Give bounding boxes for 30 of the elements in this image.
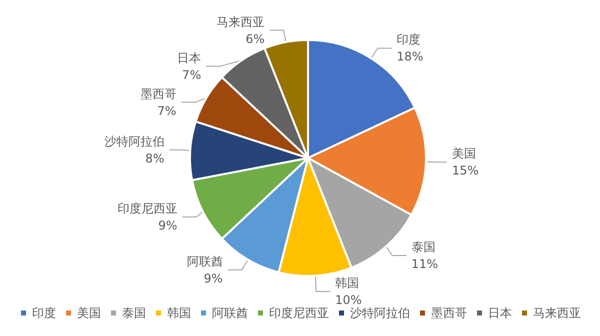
legend-label: 泰国	[122, 306, 146, 320]
data-label: 10%	[335, 293, 362, 308]
slice-label: 印度尼西亚	[117, 202, 178, 216]
legend-label: 印度尼西亚	[269, 306, 329, 320]
slice-label: 阿联酋	[186, 254, 223, 268]
data-label: 6%	[246, 32, 265, 46]
data-label: 15%	[452, 164, 479, 178]
data-label: 9%	[158, 218, 178, 233]
slice-label: 墨西哥	[140, 86, 176, 101]
data-label: 9%	[204, 271, 223, 286]
data-label: 7%	[157, 104, 176, 118]
data-label: 7%	[182, 68, 202, 82]
legend-label: 沙特阿拉伯	[350, 306, 410, 320]
slice-label: 泰国	[411, 240, 436, 254]
legend-label: 印度	[32, 306, 56, 320]
slice-label: 美国	[452, 146, 476, 161]
data-label: 18%	[396, 50, 424, 64]
slice-label: 韩国	[335, 276, 360, 290]
data-label: 11%	[411, 257, 438, 272]
slice-label: 马来西亚	[216, 14, 265, 29]
legend-label: 阿联酋	[212, 306, 248, 320]
legend-label: 墨西哥	[431, 306, 467, 320]
slice-label: 沙特阿拉伯	[104, 134, 164, 148]
legend-label: 美国	[77, 306, 101, 320]
data-label: 8%	[145, 151, 164, 166]
slice-label: 印度	[396, 32, 421, 47]
legend-label: 韩国	[167, 306, 191, 320]
slice-label: 日本	[177, 50, 202, 65]
legend-label: 日本	[488, 306, 512, 320]
legend-label: 马来西亚	[533, 306, 581, 320]
